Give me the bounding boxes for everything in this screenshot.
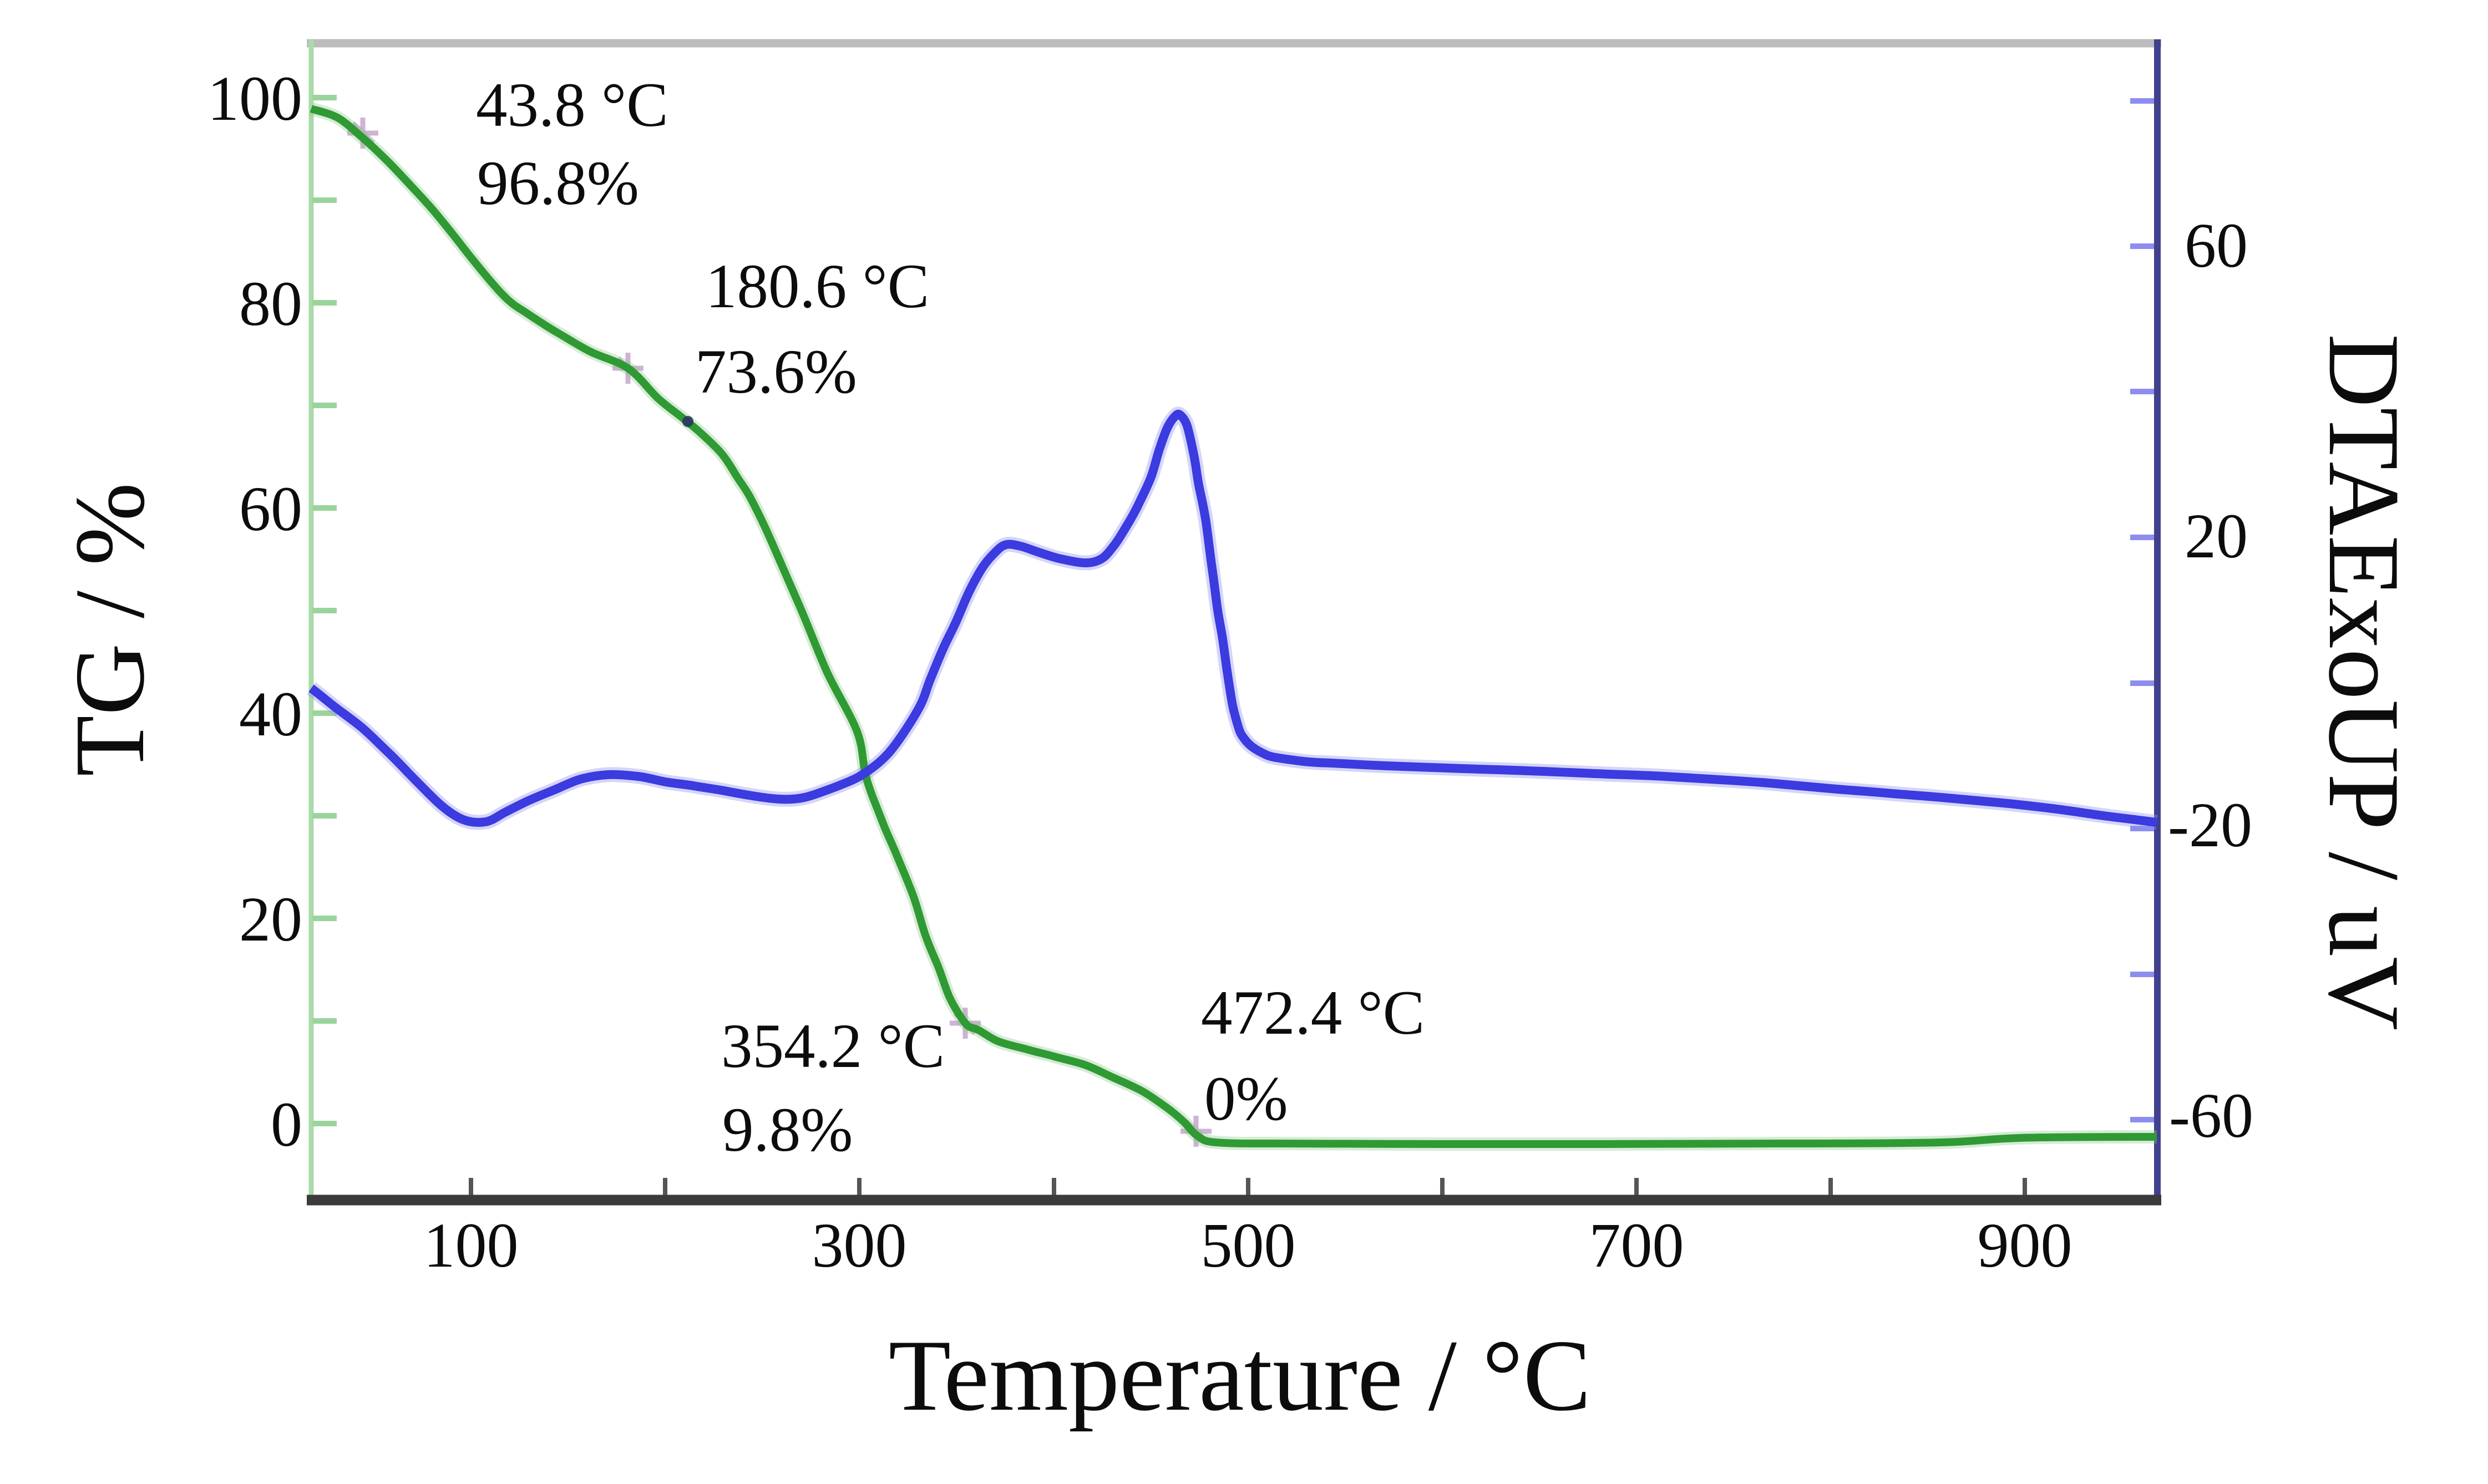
svg-text:-60: -60 bbox=[2169, 1080, 2253, 1151]
svg-text:20: 20 bbox=[239, 884, 302, 954]
svg-text:100: 100 bbox=[424, 1210, 519, 1280]
svg-text:Temperature / °C: Temperature / °C bbox=[889, 1319, 1591, 1432]
svg-text:96.8%: 96.8% bbox=[477, 149, 639, 218]
svg-text:80: 80 bbox=[239, 268, 302, 339]
svg-text:0: 0 bbox=[271, 1089, 302, 1160]
svg-text:354.2 °C: 354.2 °C bbox=[721, 1012, 945, 1081]
svg-text:180.6 °C: 180.6 °C bbox=[706, 252, 929, 321]
svg-text:60: 60 bbox=[2185, 210, 2248, 281]
svg-text:0%: 0% bbox=[1204, 1064, 1288, 1134]
svg-text:700: 700 bbox=[1589, 1210, 1684, 1280]
svg-text:-20: -20 bbox=[2168, 790, 2252, 860]
svg-text:900: 900 bbox=[1978, 1210, 2073, 1280]
svg-text:500: 500 bbox=[1201, 1210, 1296, 1280]
svg-text:TG / %: TG / % bbox=[54, 482, 165, 776]
svg-text:73.6%: 73.6% bbox=[695, 337, 857, 406]
svg-text:60: 60 bbox=[239, 474, 302, 544]
svg-text:300: 300 bbox=[812, 1210, 907, 1280]
svg-text:472.4 °C: 472.4 °C bbox=[1201, 978, 1425, 1048]
svg-text:43.8 °C: 43.8 °C bbox=[476, 70, 668, 140]
svg-text:9.8%: 9.8% bbox=[722, 1095, 853, 1165]
svg-text:40: 40 bbox=[239, 679, 302, 749]
svg-text:DTAExoUP / uV: DTAExoUP / uV bbox=[2308, 334, 2421, 1030]
svg-text:100: 100 bbox=[207, 63, 302, 134]
svg-text:20: 20 bbox=[2185, 501, 2248, 571]
